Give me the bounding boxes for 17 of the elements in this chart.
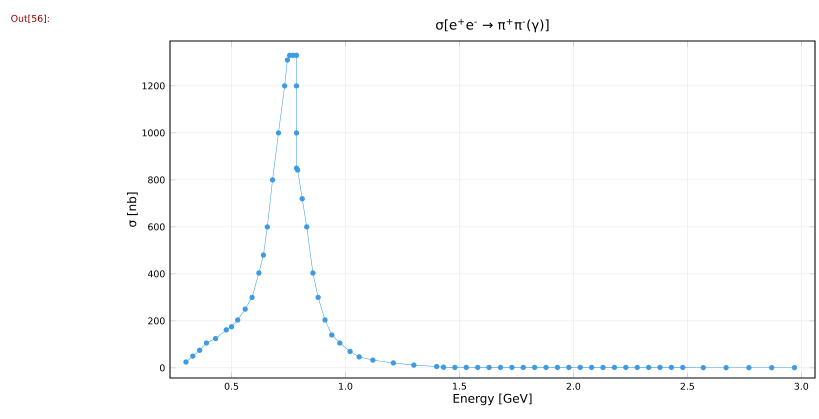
x-tick-label: 2.0 bbox=[566, 382, 580, 390]
y-tick-label: 400 bbox=[148, 270, 165, 278]
y-tick-label: 0 bbox=[160, 364, 165, 372]
x-axis-title: Energy [GeV] bbox=[454, 394, 532, 406]
x-tick-label: 1.5 bbox=[453, 382, 466, 390]
y-tick-label: 1000 bbox=[142, 129, 165, 136]
y-axis-title: σ [nb] bbox=[127, 192, 138, 227]
x-tick-label: 3.0 bbox=[794, 382, 808, 390]
text: Out[56]: bbox=[11, 14, 49, 24]
y-tick-label: 800 bbox=[148, 176, 165, 184]
x-tick-label: 1.0 bbox=[339, 382, 352, 390]
y-tick-label: 1200 bbox=[142, 82, 165, 90]
y-tick-label: 200 bbox=[148, 317, 165, 324]
x-tick-label: 0.5 bbox=[224, 382, 238, 390]
chart-title: σ[e$^{+}$e$^{-}$ → π$^{+}$π$^{-}$(γ)] bbox=[436, 18, 549, 32]
x-tick-label: 2.5 bbox=[680, 382, 694, 390]
y-tick-label: 600 bbox=[148, 223, 165, 230]
